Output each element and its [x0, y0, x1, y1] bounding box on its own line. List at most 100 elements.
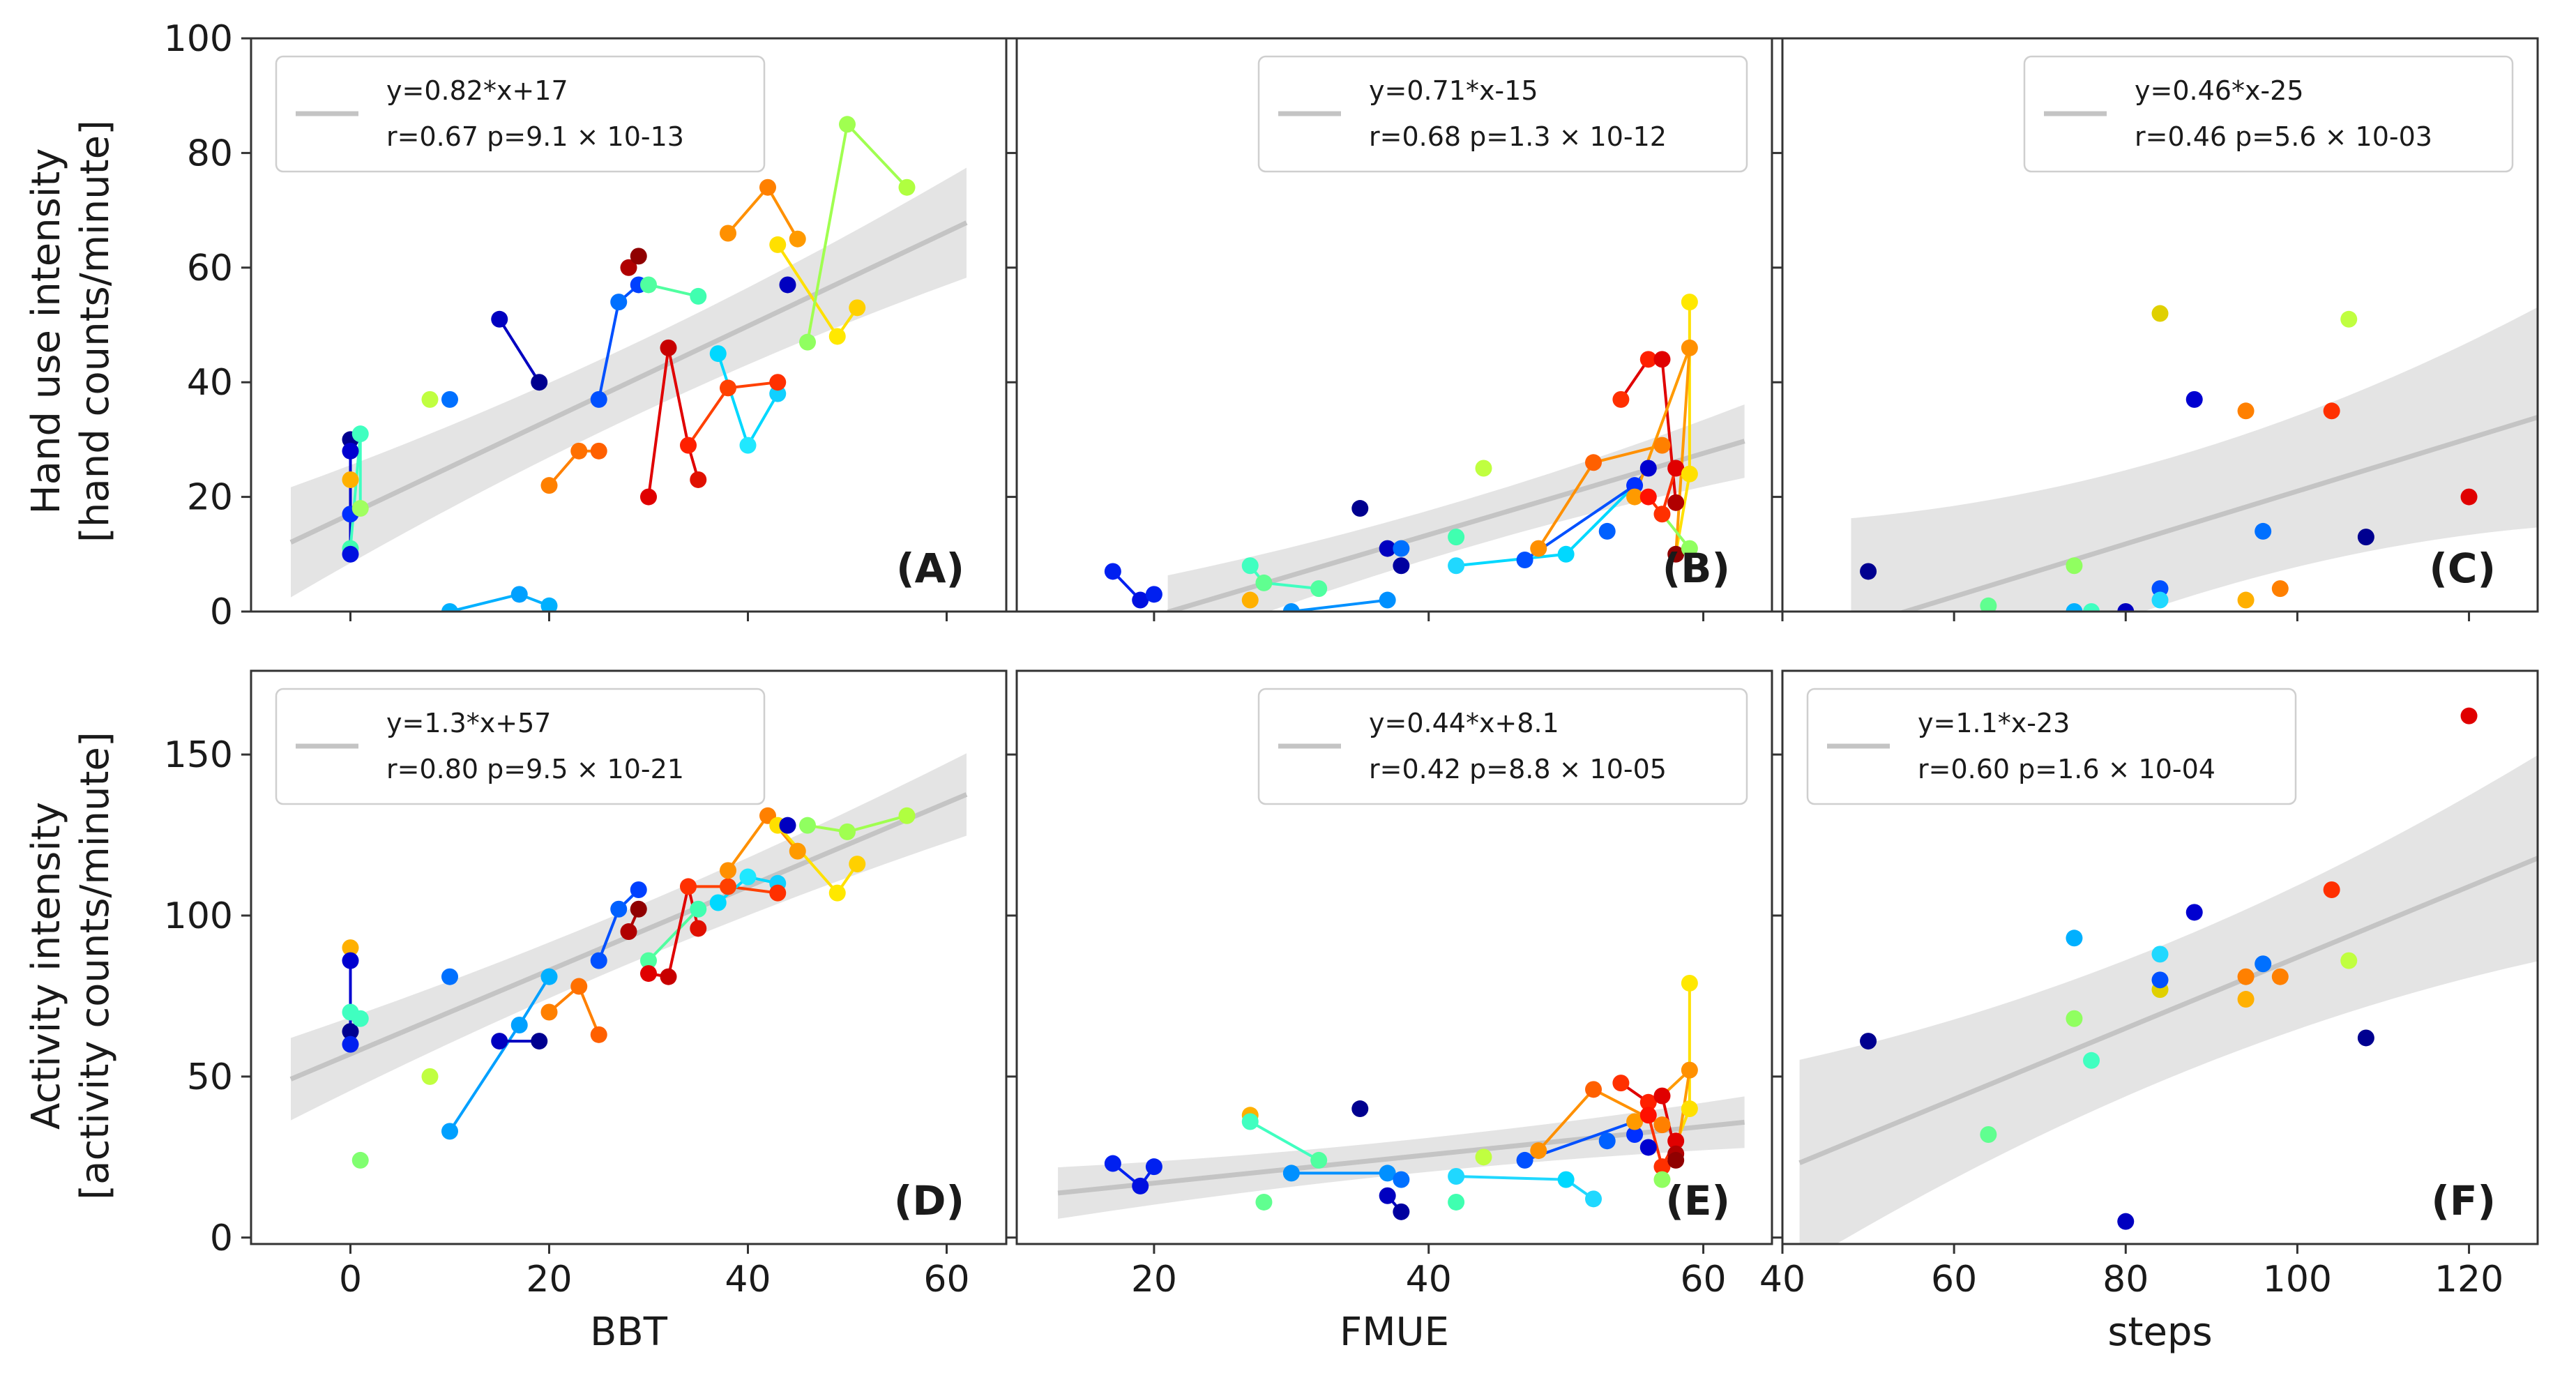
data-point [1448, 557, 1465, 575]
data-point [1653, 506, 1671, 523]
data-point [1598, 522, 1616, 540]
data-point [2271, 580, 2289, 598]
data-point [1639, 1139, 1657, 1156]
data-point [720, 862, 736, 879]
data-point [1393, 1171, 1410, 1188]
connection-line [1291, 598, 1388, 612]
data-point [720, 878, 736, 895]
data-point [799, 333, 816, 351]
data-point [1681, 540, 1698, 557]
data-point [1448, 1168, 1465, 1185]
data-point [540, 477, 558, 494]
panel-d: 0 20 40 60 0 50 100 150 BBT y=1.3*x+57 r=0.80 p=9.… [164, 669, 1008, 1355]
panel-e: 20 40 60 FMUE y=0.44*x+8.1 r=0.42 p=8.8 × 10-… [1007, 669, 1773, 1355]
data-point [898, 179, 916, 196]
data-point [491, 1033, 508, 1050]
data-point [2117, 603, 2135, 612]
data-point [2151, 305, 2169, 322]
data-point [1681, 339, 1698, 356]
confidence-band [1799, 754, 2538, 1244]
legend-equation: y=0.71*x-15 [1369, 75, 1538, 106]
data-point [610, 294, 628, 311]
data-point [2083, 603, 2100, 612]
data-point [441, 603, 458, 612]
data-point [720, 379, 736, 397]
data-point [1667, 460, 1685, 477]
data-point [690, 920, 707, 937]
data-point [1351, 1100, 1369, 1118]
y-label-top-line2: [hand counts/minute] [73, 120, 118, 543]
data-point [1448, 529, 1465, 546]
data-point [690, 471, 707, 488]
legend-equation: y=1.1*x-23 [1918, 708, 2070, 738]
legend: y=0.71*x-15 r=0.68 p=1.3 × 10-12 [1257, 55, 1748, 173]
x-tick-label: 60 [923, 1259, 969, 1300]
data-point [342, 1023, 359, 1040]
data-point [531, 374, 548, 391]
data-point [1639, 1107, 1657, 1124]
legend-box [1257, 688, 1748, 805]
data-point [849, 299, 866, 317]
data-point [1681, 974, 1698, 992]
data-point [2460, 488, 2478, 506]
data-point [1104, 563, 1121, 580]
data-point [590, 952, 607, 969]
data-point [1860, 1033, 1877, 1050]
panel-a: 0 20 40 60 80 100 y=0.82*x+17 r=0.67 p=9.1 × 10… [164, 18, 1008, 633]
data-point [1585, 1190, 1603, 1208]
data-point [630, 881, 647, 899]
data-point [1681, 465, 1698, 483]
data-point [2237, 591, 2255, 609]
data-point [1241, 591, 1259, 609]
panel-b: y=0.71*x-15 r=0.68 p=1.3 × 10-12 (B) [1007, 37, 1773, 621]
data-point [620, 923, 637, 941]
data-point [1653, 1158, 1671, 1176]
x-tick-label: 100 [2263, 1259, 2332, 1300]
y-tick-label: 0 [210, 1218, 233, 1259]
y-tick-label: 100 [164, 18, 233, 60]
data-point [1653, 1171, 1671, 1188]
data-point [1667, 545, 1685, 563]
axes-frame [250, 37, 1008, 613]
data-point [630, 248, 647, 265]
panel-tag: (D) [894, 1177, 964, 1224]
plot-area [289, 753, 968, 1169]
data-point [799, 817, 816, 834]
axes-frame [1015, 669, 1773, 1245]
data-point [1393, 1203, 1410, 1220]
data-point [1585, 454, 1603, 471]
data-point [2151, 591, 2169, 609]
legend-equation: y=0.44*x+8.1 [1369, 708, 1559, 738]
x-axis-label: BBT [590, 1310, 668, 1355]
data-point [2340, 952, 2358, 969]
legend-stats: r=0.60 p=1.6 × 10-04 [1918, 754, 2215, 784]
data-point [2117, 1213, 2135, 1230]
data-point [1516, 1151, 1533, 1169]
data-point [1310, 580, 1328, 598]
data-point [342, 471, 359, 488]
data-point [570, 442, 588, 460]
data-point [1860, 563, 1877, 580]
data-point [342, 545, 359, 563]
data-point [1653, 1116, 1671, 1134]
data-point [2237, 968, 2255, 985]
data-point [2066, 603, 2083, 612]
data-point [2185, 904, 2203, 921]
legend-equation: y=0.82*x+17 [386, 75, 568, 106]
regression-line [1897, 415, 2538, 612]
data-point [342, 939, 359, 957]
x-tick-label: 60 [1680, 1259, 1726, 1300]
data-point [342, 442, 359, 460]
data-point [680, 437, 697, 454]
data-point [1639, 1093, 1657, 1111]
data-point [2237, 402, 2255, 420]
data-point [2151, 580, 2169, 598]
data-point [1639, 460, 1657, 477]
data-point [1681, 294, 1698, 311]
data-point [351, 425, 369, 443]
legend-equation: y=1.3*x+57 [386, 708, 551, 738]
data-point [1585, 1081, 1603, 1098]
data-point [2323, 402, 2340, 420]
data-point [540, 1003, 558, 1021]
x-tick-label: 80 [2103, 1259, 2149, 1300]
